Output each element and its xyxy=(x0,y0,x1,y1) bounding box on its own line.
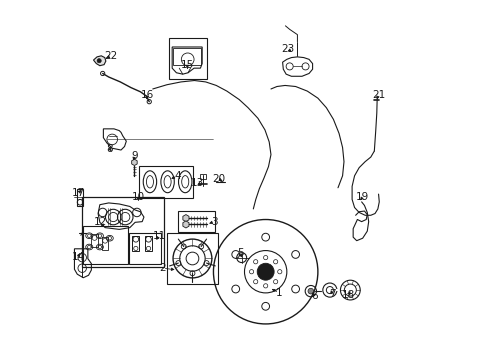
Text: 1: 1 xyxy=(275,288,282,298)
Bar xyxy=(77,189,83,206)
Text: 6: 6 xyxy=(310,291,317,301)
Bar xyxy=(200,174,205,179)
Polygon shape xyxy=(183,215,188,222)
Bar xyxy=(139,166,193,198)
Bar xyxy=(83,226,128,264)
Bar xyxy=(81,197,164,267)
Text: 18: 18 xyxy=(341,290,354,300)
Polygon shape xyxy=(93,56,105,66)
Text: 12: 12 xyxy=(94,217,107,227)
Polygon shape xyxy=(183,221,188,228)
Text: 15: 15 xyxy=(181,60,194,70)
Text: 4: 4 xyxy=(174,171,181,181)
Text: 7: 7 xyxy=(328,289,335,299)
Text: 9: 9 xyxy=(131,151,138,161)
Text: 8: 8 xyxy=(106,144,113,154)
Bar xyxy=(166,233,218,284)
Text: 11: 11 xyxy=(152,231,165,241)
Text: 5: 5 xyxy=(237,248,243,258)
Circle shape xyxy=(97,59,101,63)
Bar xyxy=(178,211,215,231)
Bar xyxy=(145,236,152,251)
Text: 17: 17 xyxy=(71,188,84,198)
Text: 20: 20 xyxy=(212,174,225,184)
Text: 10: 10 xyxy=(131,192,144,202)
Bar xyxy=(173,48,201,66)
Text: 21: 21 xyxy=(371,90,385,100)
Bar xyxy=(91,234,98,247)
Polygon shape xyxy=(131,159,137,166)
Text: 3: 3 xyxy=(211,217,217,227)
Circle shape xyxy=(257,263,274,280)
Circle shape xyxy=(307,288,313,294)
Text: 13: 13 xyxy=(191,178,204,188)
Text: 16: 16 xyxy=(141,90,154,100)
Bar xyxy=(128,233,161,264)
Text: 22: 22 xyxy=(104,51,118,61)
Bar xyxy=(102,237,108,249)
Text: 2: 2 xyxy=(159,263,165,273)
Text: 14: 14 xyxy=(71,252,84,262)
Bar xyxy=(168,38,206,79)
Bar xyxy=(132,236,139,251)
Text: 23: 23 xyxy=(280,44,294,54)
Text: 19: 19 xyxy=(355,192,368,202)
